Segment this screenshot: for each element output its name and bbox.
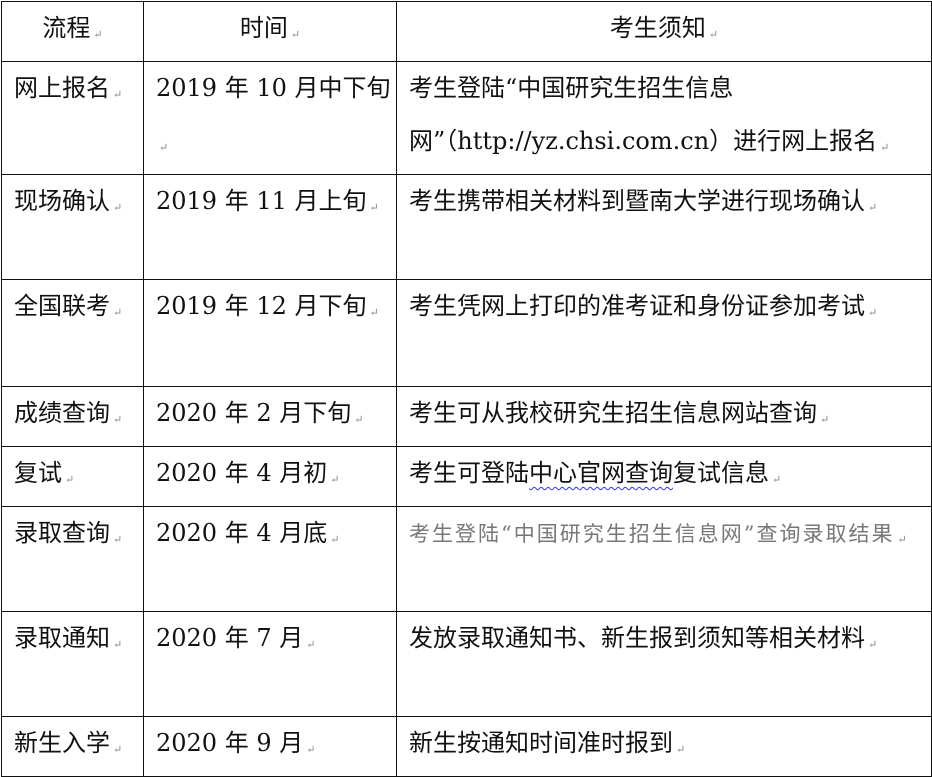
notice-cell: 新生按通知时间准时报到: [396, 716, 932, 777]
step-cell: 网上报名: [1, 61, 144, 175]
time-cell: 2020 年 9 月: [143, 716, 397, 777]
step-cell: 录取通知: [1, 611, 144, 717]
time-cell: 2020 年 7 月: [143, 611, 397, 717]
table-header-row: 流程 时间 考生须知: [1, 1, 932, 62]
time-cell: 2020 年 4 月底: [143, 506, 397, 612]
table-row: 网上报名 2019 年 10 月中下旬 考生登陆“中国研究生招生信息网”（htt…: [1, 61, 932, 175]
notice-cell: 考生可登陆中心官网查询复试信息: [396, 446, 932, 507]
notice-cell: 考生凭网上打印的准考证和身份证参加考试: [396, 279, 932, 387]
step-cell: 成绩查询: [1, 386, 144, 447]
table-row: 录取查询 2020 年 4 月底 考生登陆“中国研究生招生信息网”查询录取结果: [1, 506, 932, 612]
notice-cell: 考生可从我校研究生招生信息网站查询: [396, 386, 932, 447]
table-row: 成绩查询 2020 年 2 月下旬 考生可从我校研究生招生信息网站查询: [1, 386, 932, 447]
time-cell: 2020 年 2 月下旬: [143, 386, 397, 447]
spellcheck-underlined-text: 中心官网查询: [529, 459, 673, 487]
step-cell: 录取查询: [1, 506, 144, 612]
table-row: 复试 2020 年 4 月初 考生可登陆中心官网查询复试信息: [1, 446, 932, 507]
notice-cell: 考生登陆“中国研究生招生信息网”（http://yz.chsi.com.cn）进…: [396, 61, 932, 175]
table-row: 录取通知 2020 年 7 月 发放录取通知书、新生报到须知等相关材料: [1, 611, 932, 717]
time-cell: 2019 年 11 月上旬: [143, 174, 397, 280]
header-notice: 考生须知: [396, 1, 932, 62]
time-cell: 2019 年 12 月下旬: [143, 279, 397, 387]
header-time: 时间: [143, 1, 397, 62]
table-row: 新生入学 2020 年 9 月 新生按通知时间准时报到: [1, 716, 932, 777]
step-cell: 全国联考: [1, 279, 144, 387]
table-row: 全国联考 2019 年 12 月下旬 考生凭网上打印的准考证和身份证参加考试: [1, 279, 932, 387]
notice-cell: 考生登陆“中国研究生招生信息网”查询录取结果: [396, 506, 932, 612]
table-row: 现场确认 2019 年 11 月上旬 考生携带相关材料到暨南大学进行现场确认: [1, 174, 932, 280]
header-step: 流程: [1, 1, 144, 62]
time-cell: 2020 年 4 月初: [143, 446, 397, 507]
time-cell: 2019 年 10 月中下旬: [143, 61, 397, 175]
step-cell: 现场确认: [1, 174, 144, 280]
step-cell: 复试: [1, 446, 144, 507]
step-cell: 新生入学: [1, 716, 144, 777]
notice-cell: 考生携带相关材料到暨南大学进行现场确认: [396, 174, 932, 280]
notice-cell: 发放录取通知书、新生报到须知等相关材料: [396, 611, 932, 717]
